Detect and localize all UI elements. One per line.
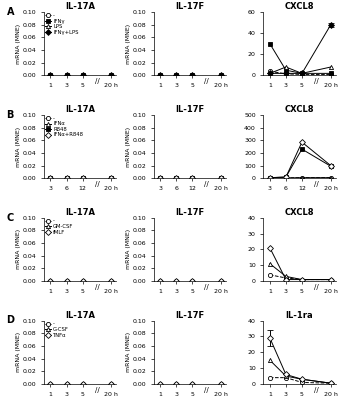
Y-axis label: mRNA (MNE): mRNA (MNE) <box>126 229 131 270</box>
Legend: -, G-CSF, TNFα: -, G-CSF, TNFα <box>45 322 69 338</box>
Title: IL-17A: IL-17A <box>65 208 95 217</box>
Title: IL-17A: IL-17A <box>65 2 95 11</box>
Legend: -, GM-CSF, fMLF: -, GM-CSF, fMLF <box>45 219 74 235</box>
Text: //: // <box>204 387 209 393</box>
Title: CXCL8: CXCL8 <box>285 208 314 217</box>
Text: //: // <box>204 78 209 84</box>
Text: //: // <box>95 284 99 290</box>
Y-axis label: mRNA (MNE): mRNA (MNE) <box>16 126 21 167</box>
Y-axis label: mRNA (MNE): mRNA (MNE) <box>16 229 21 270</box>
Text: //: // <box>314 284 319 290</box>
Text: //: // <box>314 387 319 393</box>
Title: IL-17F: IL-17F <box>175 105 204 114</box>
Text: //: // <box>314 78 319 84</box>
Title: IL-17F: IL-17F <box>175 208 204 217</box>
Y-axis label: mRNA (MNE): mRNA (MNE) <box>16 332 21 372</box>
Title: IL-1ra: IL-1ra <box>286 311 313 320</box>
Y-axis label: mRNA (MNE): mRNA (MNE) <box>126 126 131 167</box>
Y-axis label: mRNA (MNE): mRNA (MNE) <box>126 24 131 64</box>
Text: //: // <box>314 181 319 187</box>
Legend: -, IFNα, R848, IFNα+R848: -, IFNα, R848, IFNα+R848 <box>45 116 83 138</box>
Text: //: // <box>204 181 209 187</box>
Text: //: // <box>204 284 209 290</box>
Text: D: D <box>6 316 15 326</box>
Text: C: C <box>6 213 14 223</box>
Legend: -, IFNγ, LPS, IFNγ+LPS: -, IFNγ, LPS, IFNγ+LPS <box>45 13 79 35</box>
Text: A: A <box>6 7 14 17</box>
Y-axis label: mRNA (MNE): mRNA (MNE) <box>126 332 131 372</box>
Title: CXCL8: CXCL8 <box>285 105 314 114</box>
Title: IL-17A: IL-17A <box>65 105 95 114</box>
Text: B: B <box>6 110 14 120</box>
Title: IL-17F: IL-17F <box>175 311 204 320</box>
Text: //: // <box>95 181 99 187</box>
Title: IL-17A: IL-17A <box>65 311 95 320</box>
Y-axis label: mRNA (MNE): mRNA (MNE) <box>16 24 21 64</box>
Title: IL-17F: IL-17F <box>175 2 204 11</box>
Text: //: // <box>95 387 99 393</box>
Text: //: // <box>95 78 99 84</box>
Title: CXCL8: CXCL8 <box>285 2 314 11</box>
